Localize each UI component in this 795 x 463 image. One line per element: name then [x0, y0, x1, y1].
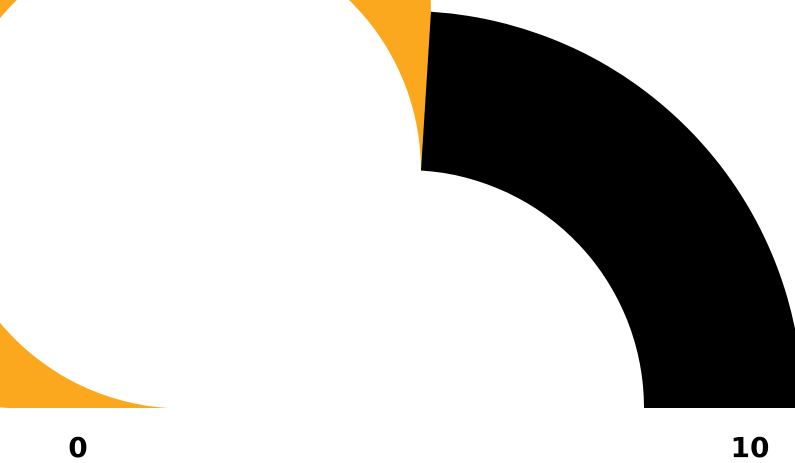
gauge-value-label: 5.2 [220, 62, 369, 160]
gauge-arc-filled [0, 0, 431, 408]
gauge-min-label: 0 [68, 431, 87, 463]
gauge-arc-remaining [420, 11, 795, 408]
gauge-max-label: 10 [731, 431, 770, 463]
